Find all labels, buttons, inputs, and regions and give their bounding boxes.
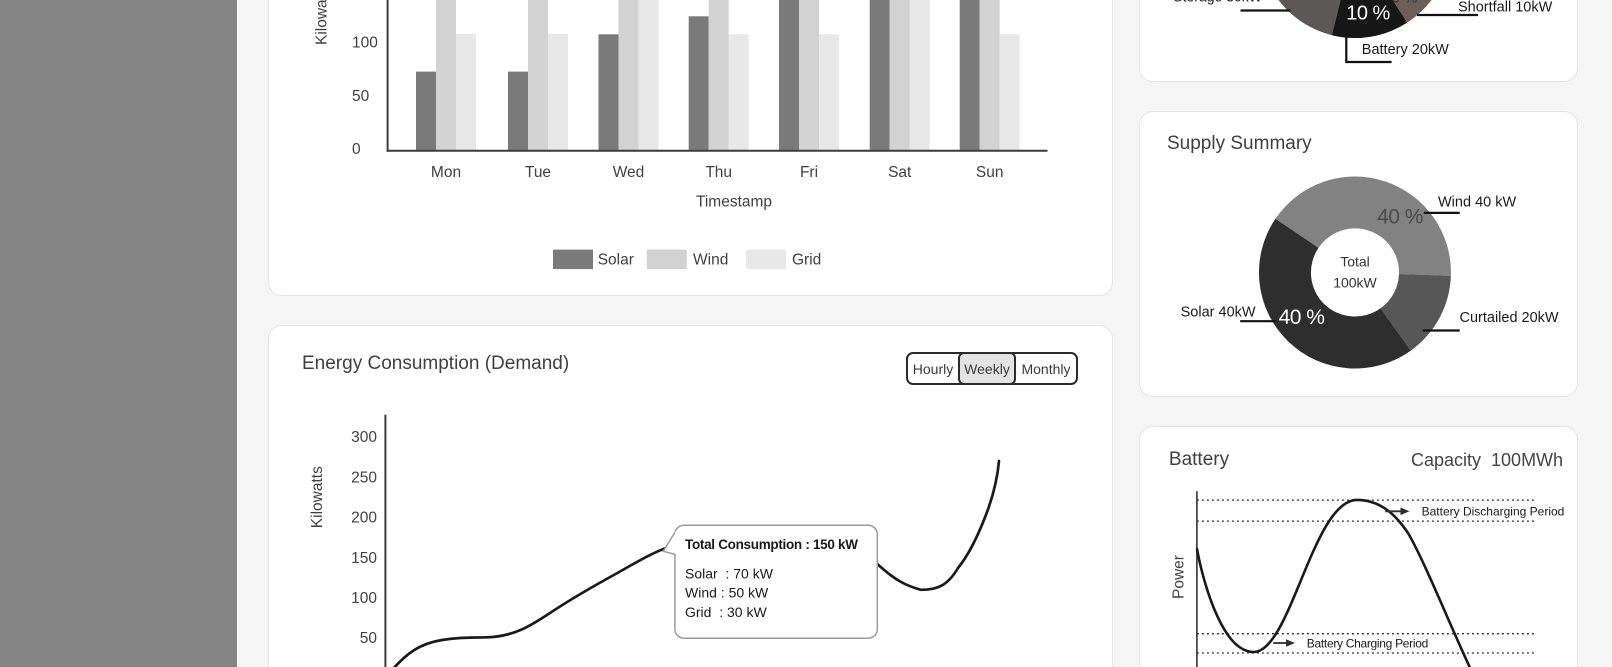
svg-text:Solar : 70 kW: Solar : 70 kW: [685, 566, 774, 582]
svg-text:Total: Total: [1340, 254, 1370, 270]
svg-text:Sat: Sat: [888, 164, 912, 181]
svg-text:Timestamp: Timestamp: [696, 194, 772, 211]
svg-text:100: 100: [352, 35, 378, 52]
svg-text:200: 200: [351, 510, 377, 527]
svg-text:Sun: Sun: [976, 164, 1004, 181]
svg-text:Kilowatts: Kilowatts: [309, 466, 326, 528]
svg-text:Solar 40kW: Solar 40kW: [1181, 305, 1256, 321]
svg-text:Power: Power: [1171, 555, 1188, 599]
svg-text:300: 300: [351, 429, 377, 446]
svg-text:100kW: 100kW: [1333, 275, 1377, 291]
svg-text:Grid: Grid: [792, 252, 821, 269]
svg-text:Wind 40 kW: Wind 40 kW: [1438, 195, 1516, 211]
svg-text:100: 100: [351, 590, 377, 607]
svg-text:0: 0: [352, 141, 361, 158]
svg-text:Tue: Tue: [525, 164, 551, 181]
svg-text:150: 150: [351, 550, 377, 567]
svg-text:10 %: 10 %: [1346, 3, 1390, 25]
svg-text:50: 50: [360, 630, 378, 647]
svg-text:Wed: Wed: [613, 164, 645, 181]
svg-text:Wind: Wind: [693, 252, 728, 269]
svg-text:40 %: 40 %: [1279, 306, 1325, 329]
svg-text:0 %: 0 %: [1392, 0, 1418, 7]
svg-text:Battery Discharging Period: Battery Discharging Period: [1422, 504, 1565, 518]
svg-text:Fri: Fri: [800, 164, 818, 181]
svg-text:Battery 20kW: Battery 20kW: [1362, 42, 1449, 58]
svg-text:Battery Charging Period: Battery Charging Period: [1307, 636, 1428, 650]
svg-text:Shortfall 10kW: Shortfall 10kW: [1458, 0, 1553, 16]
svg-text:40 %: 40 %: [1377, 206, 1423, 229]
svg-text:Kilowatts: Kilowatts: [314, 0, 331, 45]
svg-text:Solar: Solar: [598, 252, 634, 269]
svg-text:50: 50: [352, 88, 370, 105]
svg-text:Total Consumption : 150 kW: Total Consumption : 150 kW: [685, 537, 858, 552]
svg-text:Thu: Thu: [705, 164, 732, 181]
svg-text:Curtailed 20kW: Curtailed 20kW: [1460, 310, 1559, 326]
svg-text:Grid : 30 kW: Grid : 30 kW: [685, 604, 767, 620]
svg-text:Mon: Mon: [431, 164, 461, 181]
svg-text:Wind : 50 kW: Wind : 50 kW: [685, 585, 769, 601]
svg-text:250: 250: [351, 469, 377, 486]
